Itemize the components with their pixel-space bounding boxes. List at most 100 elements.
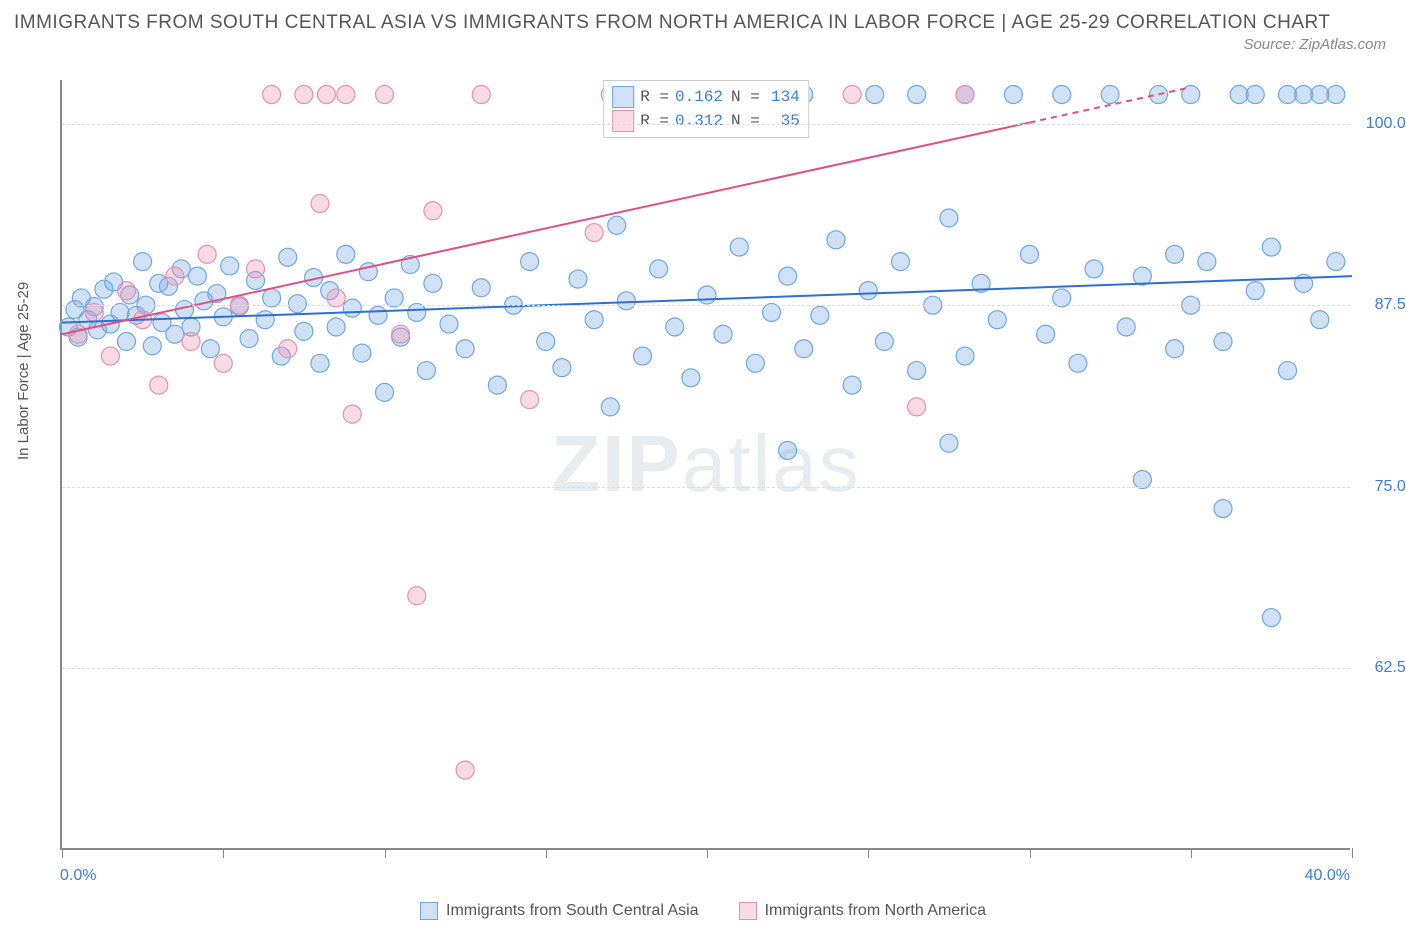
stat-r-label: R = bbox=[640, 85, 669, 109]
x-tick bbox=[223, 848, 224, 858]
legend-item: Immigrants from North America bbox=[739, 902, 986, 920]
y-tick-label: 75.0% bbox=[1360, 478, 1406, 496]
gridline bbox=[62, 668, 1350, 669]
data-point bbox=[537, 333, 555, 351]
data-point bbox=[376, 383, 394, 401]
data-point bbox=[247, 260, 265, 278]
data-point bbox=[1101, 86, 1119, 104]
data-point bbox=[353, 344, 371, 362]
data-point bbox=[1214, 333, 1232, 351]
data-point bbox=[1133, 267, 1151, 285]
stat-r-value: 0.162 bbox=[675, 85, 725, 109]
data-point bbox=[256, 311, 274, 329]
data-point bbox=[317, 86, 335, 104]
legend-label: Immigrants from South Central Asia bbox=[446, 902, 699, 920]
data-point bbox=[779, 441, 797, 459]
x-tick bbox=[1191, 848, 1192, 858]
legend-swatch bbox=[612, 110, 634, 132]
data-point bbox=[1198, 253, 1216, 271]
data-point bbox=[553, 359, 571, 377]
data-point bbox=[424, 202, 442, 220]
data-point bbox=[940, 434, 958, 452]
stat-r-label: R = bbox=[640, 109, 669, 133]
gridline bbox=[62, 305, 1350, 306]
data-point bbox=[1311, 86, 1329, 104]
legend-item: Immigrants from South Central Asia bbox=[420, 902, 699, 920]
data-point bbox=[608, 216, 626, 234]
data-point bbox=[101, 347, 119, 365]
data-point bbox=[279, 340, 297, 358]
data-point bbox=[182, 333, 200, 351]
gridline bbox=[62, 487, 1350, 488]
data-point bbox=[1279, 86, 1297, 104]
data-point bbox=[369, 306, 387, 324]
data-point bbox=[201, 340, 219, 358]
data-point bbox=[198, 245, 216, 263]
data-point bbox=[327, 318, 345, 336]
data-point bbox=[908, 362, 926, 380]
x-tick bbox=[707, 848, 708, 858]
data-point bbox=[1262, 609, 1280, 627]
data-point bbox=[240, 330, 258, 348]
data-point bbox=[134, 253, 152, 271]
data-point bbox=[1117, 318, 1135, 336]
data-point bbox=[343, 405, 361, 423]
data-point bbox=[892, 253, 910, 271]
data-point bbox=[1085, 260, 1103, 278]
data-point bbox=[601, 398, 619, 416]
x-tick bbox=[1352, 848, 1353, 858]
data-point bbox=[221, 257, 239, 275]
data-point bbox=[166, 325, 184, 343]
data-point bbox=[337, 86, 355, 104]
data-point bbox=[424, 274, 442, 292]
data-point bbox=[1037, 325, 1055, 343]
data-point bbox=[488, 376, 506, 394]
data-point bbox=[521, 391, 539, 409]
data-point bbox=[811, 306, 829, 324]
stat-n-label: N = bbox=[731, 109, 760, 133]
data-point bbox=[376, 86, 394, 104]
data-point bbox=[311, 194, 329, 212]
data-point bbox=[214, 354, 232, 372]
data-point bbox=[730, 238, 748, 256]
data-point bbox=[392, 325, 410, 343]
data-point bbox=[859, 282, 877, 300]
data-point bbox=[118, 333, 136, 351]
data-point bbox=[908, 86, 926, 104]
data-point bbox=[585, 311, 603, 329]
stats-row: R = 0.312 N = 35 bbox=[612, 109, 800, 133]
data-point bbox=[295, 322, 313, 340]
x-min-label: 0.0% bbox=[60, 867, 96, 885]
data-point bbox=[1166, 340, 1184, 358]
data-point bbox=[456, 340, 474, 358]
data-point bbox=[908, 398, 926, 416]
data-point bbox=[150, 376, 168, 394]
data-point bbox=[698, 286, 716, 304]
data-point bbox=[1262, 238, 1280, 256]
stat-r-value: 0.312 bbox=[675, 109, 725, 133]
gridline bbox=[62, 124, 1350, 125]
legend-label: Immigrants from North America bbox=[765, 902, 986, 920]
data-point bbox=[279, 248, 297, 266]
data-point bbox=[295, 86, 313, 104]
data-point bbox=[1295, 86, 1313, 104]
plot-area: ZIPatlas R = 0.162 N = 134 R = 0.312 N =… bbox=[60, 80, 1350, 850]
stat-n-value: 35 bbox=[766, 109, 800, 133]
data-point bbox=[956, 347, 974, 365]
data-point bbox=[118, 282, 136, 300]
data-point bbox=[585, 224, 603, 242]
data-point bbox=[569, 270, 587, 288]
data-point bbox=[714, 325, 732, 343]
data-point bbox=[69, 325, 87, 343]
data-point bbox=[827, 231, 845, 249]
data-point bbox=[311, 354, 329, 372]
legend-swatch bbox=[739, 902, 757, 920]
legend-swatch bbox=[612, 86, 634, 108]
data-point bbox=[666, 318, 684, 336]
data-point bbox=[1053, 86, 1071, 104]
data-point bbox=[634, 347, 652, 365]
data-point bbox=[288, 295, 306, 313]
data-point bbox=[746, 354, 764, 372]
trend-line bbox=[62, 123, 1030, 335]
x-tick bbox=[546, 848, 547, 858]
